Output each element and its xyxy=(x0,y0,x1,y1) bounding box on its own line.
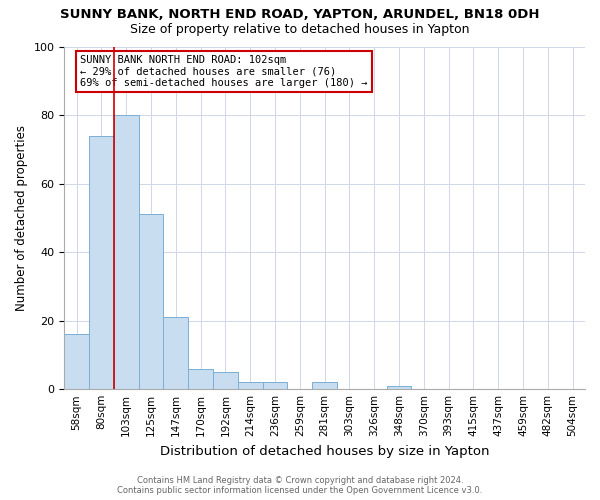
Text: SUNNY BANK, NORTH END ROAD, YAPTON, ARUNDEL, BN18 0DH: SUNNY BANK, NORTH END ROAD, YAPTON, ARUN… xyxy=(60,8,540,20)
Bar xyxy=(386,386,412,389)
Bar xyxy=(263,382,287,389)
Bar xyxy=(312,382,337,389)
Y-axis label: Number of detached properties: Number of detached properties xyxy=(15,125,28,311)
Bar xyxy=(64,334,89,389)
Bar xyxy=(188,368,213,389)
Bar xyxy=(163,317,188,389)
Bar xyxy=(89,136,114,389)
X-axis label: Distribution of detached houses by size in Yapton: Distribution of detached houses by size … xyxy=(160,444,490,458)
Bar xyxy=(238,382,263,389)
Bar xyxy=(139,214,163,389)
Bar xyxy=(114,115,139,389)
Text: Contains HM Land Registry data © Crown copyright and database right 2024.
Contai: Contains HM Land Registry data © Crown c… xyxy=(118,476,482,495)
Text: SUNNY BANK NORTH END ROAD: 102sqm
← 29% of detached houses are smaller (76)
69% : SUNNY BANK NORTH END ROAD: 102sqm ← 29% … xyxy=(80,55,367,88)
Bar xyxy=(213,372,238,389)
Text: Size of property relative to detached houses in Yapton: Size of property relative to detached ho… xyxy=(130,22,470,36)
